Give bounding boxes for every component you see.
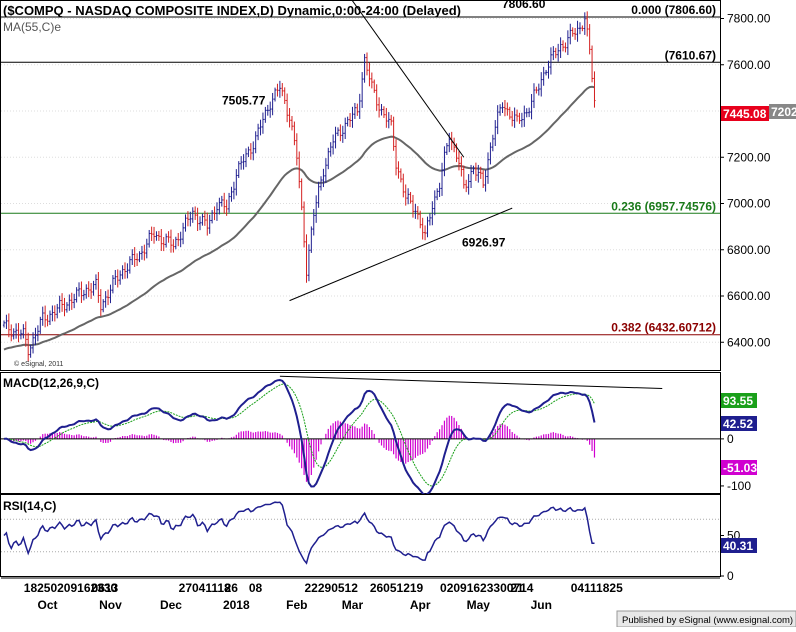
price-panel: 0.000 (7806.60) (7610.67) 0.236 (6957.7457…	[1, 0, 796, 371]
price-annotation: 6926.97	[462, 235, 506, 249]
x-month-label: Nov	[99, 598, 122, 612]
fib-label: 0.000 (7806.60)	[631, 3, 716, 17]
price-y-tick-label: 6800.00	[727, 243, 771, 257]
price-y-tick-label: 6400.00	[727, 335, 771, 349]
price-annotation: 7505.77	[222, 94, 266, 108]
last-price-label: 7445.08	[723, 107, 767, 121]
macd-label: MACD(12,26,9,C)	[3, 376, 99, 390]
x-tick-label: 0613	[92, 581, 119, 595]
x-month-label: Dec	[160, 598, 182, 612]
footer-text: Published by eSignal (www.esignal.com)	[622, 615, 793, 626]
price-y-axis: 7800.007600.007400.007200.007000.006800.…	[720, 12, 771, 350]
price-annotation: 7806.60	[502, 0, 546, 11]
ma-indicator-label: MA(55,C)e	[3, 20, 61, 34]
x-month-label: Mar	[342, 598, 364, 612]
x-tick-label: 26	[225, 581, 239, 595]
x-month-label: Feb	[286, 598, 307, 612]
x-month-label: Jun	[531, 598, 552, 612]
chart-title: ($COMPQ - NASDAQ COMPOSITE INDEX,D) Dyna…	[3, 3, 461, 18]
fib-label: 0.236 (6957.74576)	[611, 199, 716, 213]
macd-y-tick-label: -100	[727, 479, 751, 493]
price-y-tick-label: 7800.00	[727, 12, 771, 26]
price-y-tick-label: 7200.00	[727, 150, 771, 164]
rsi-y-axis: 500	[720, 529, 741, 584]
macd-value-label: 42.52	[723, 417, 753, 431]
ma-value-label: 7202	[771, 105, 796, 119]
x-month-label: May	[467, 598, 491, 612]
x-tick-label: 08	[249, 581, 263, 595]
x-tick-label: 26051219	[370, 581, 424, 595]
rsi-panel: 500 RSI(14,C) 40.31	[1, 495, 758, 584]
x-tick-label: 21	[510, 581, 524, 595]
x-tick-label: 04111825	[571, 581, 623, 595]
rsi-y-tick-label: 0	[727, 569, 734, 583]
macd-value-label: -51.03	[723, 461, 757, 475]
x-tick-label: 22290512	[305, 581, 359, 595]
macd-panel-frame	[1, 373, 721, 494]
x-tick-label: 27041118	[179, 581, 231, 595]
macd-value-label: 93.55	[723, 394, 753, 408]
rsi-label: RSI(14,C)	[3, 499, 56, 513]
price-y-tick-label: 7000.00	[727, 197, 771, 211]
macd-panel: 0 -100 MACD(12,26,9,C) 93.55 42.52 -51.03	[1, 373, 758, 496]
macd-y-tick-label: 0	[727, 432, 734, 446]
x-month-label: Oct	[38, 598, 58, 612]
copyright-text: © eSignal, 2011	[14, 360, 64, 368]
rsi-value-label: 40.31	[723, 539, 753, 553]
fib-label: 0.382 (6432.60712)	[611, 321, 716, 335]
price-y-tick-label: 7600.00	[727, 58, 771, 72]
rsi-panel-frame	[1, 495, 721, 577]
x-month-label: Apr	[410, 598, 431, 612]
price-y-tick-label: 6600.00	[727, 289, 771, 303]
x-month-label: 2018	[223, 598, 250, 612]
fib-label: (7610.67)	[665, 48, 716, 62]
